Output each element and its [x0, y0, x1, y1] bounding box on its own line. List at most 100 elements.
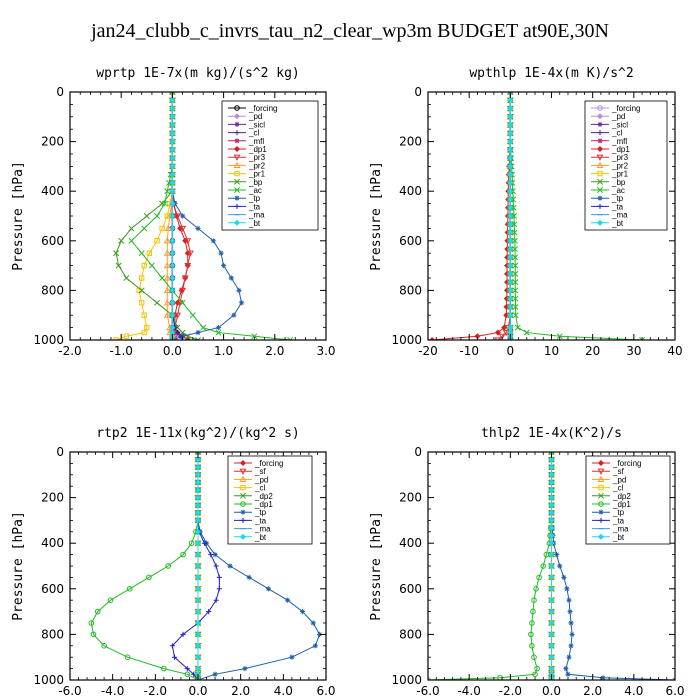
data-point — [507, 105, 514, 112]
data-point — [514, 324, 521, 331]
data-point — [565, 671, 571, 677]
legend-marker — [234, 130, 240, 136]
data-point — [507, 262, 514, 269]
data-point — [507, 237, 514, 244]
x-tick-label: 2.0 — [583, 684, 602, 698]
data-point — [184, 336, 191, 340]
data-point — [174, 213, 181, 220]
data-point — [548, 619, 555, 627]
legend-marker — [597, 138, 603, 144]
legend-marker — [234, 170, 240, 177]
data-point — [429, 336, 436, 340]
data-point — [287, 337, 294, 340]
y-tick-label: 600 — [41, 234, 64, 248]
legend-label: _forcing — [612, 459, 641, 468]
legend-box — [227, 455, 313, 545]
legend: _forcing_sf_pd_cl_dp2_dp1_tp_ta_ma_bt — [227, 455, 313, 545]
data-point — [138, 250, 145, 257]
data-point — [194, 642, 202, 649]
data-point — [529, 643, 535, 649]
legend-label: _cl — [612, 484, 623, 493]
y-axis-label: Pressure [hPa] — [369, 161, 384, 271]
data-point — [317, 631, 323, 637]
data-point — [201, 540, 207, 546]
data-point — [195, 225, 201, 231]
legend-label: _sf — [254, 467, 266, 476]
data-point — [564, 586, 570, 592]
data-point — [507, 113, 514, 120]
legend-label: _pr1 — [248, 170, 266, 179]
data-point — [227, 563, 233, 569]
data-point — [548, 456, 555, 463]
data-point — [169, 163, 176, 170]
series-line-dp1 — [432, 92, 511, 340]
data-point — [146, 574, 152, 581]
x-tick-label: 0.0 — [188, 684, 207, 698]
data-point — [169, 274, 176, 282]
data-point — [163, 237, 171, 244]
data-point — [148, 262, 155, 269]
data-point — [169, 225, 176, 232]
data-point — [511, 237, 518, 244]
data-point — [238, 300, 245, 306]
data-point — [507, 97, 514, 104]
data-point — [216, 586, 222, 592]
data-point — [141, 262, 147, 269]
legend-label: _pr1 — [611, 170, 629, 179]
data-point — [215, 325, 222, 331]
data-point — [169, 122, 176, 129]
x-tick-label: -20 — [418, 344, 438, 358]
data-point — [540, 563, 547, 569]
legend-marker — [597, 105, 603, 111]
data-point — [563, 666, 569, 672]
data-point — [507, 295, 514, 302]
legend-marker — [597, 130, 603, 136]
x-tick-label: 0 — [507, 344, 515, 358]
data-point — [164, 188, 171, 195]
legend-marker — [597, 195, 603, 201]
y-tick-label: 200 — [41, 135, 64, 149]
data-point — [507, 155, 514, 162]
data-point — [567, 609, 573, 615]
data-point — [194, 509, 202, 516]
x-tick-label: -6.0 — [416, 684, 439, 698]
data-point — [507, 171, 514, 178]
data-point — [512, 270, 519, 277]
data-point — [194, 517, 202, 524]
figure-title: jan24_clubb_c_invrs_tau_n2_clear_wp3m BU… — [91, 20, 609, 42]
data-point — [265, 586, 271, 592]
x-tick-label: 4.0 — [624, 684, 643, 698]
data-point — [536, 574, 542, 581]
legend-label: _ma — [611, 211, 628, 220]
x-tick-label: 0.0 — [542, 684, 561, 698]
y-tick-label: 0 — [56, 85, 64, 99]
x-tick-label: 20 — [585, 344, 600, 358]
data-point — [154, 299, 160, 306]
y-tick-label: 1000 — [391, 333, 422, 347]
data-point — [115, 262, 122, 269]
legend-marker — [596, 145, 604, 153]
series-group — [88, 452, 323, 680]
data-point — [184, 666, 190, 672]
legend-marker — [233, 219, 241, 226]
y-tick-label: 0 — [414, 85, 422, 99]
data-point — [169, 113, 176, 120]
legend-marker — [239, 459, 247, 467]
data-point — [163, 274, 171, 281]
data-point — [512, 254, 519, 261]
legend-label: _ac — [248, 186, 262, 195]
legend-marker — [234, 187, 240, 193]
y-tick-label: 200 — [399, 135, 422, 149]
x-tick-label: 6.0 — [316, 684, 335, 698]
legend-marker — [233, 154, 241, 161]
y-axis-label: Pressure [hPa] — [369, 511, 384, 621]
data-point — [231, 312, 237, 318]
data-point — [532, 671, 538, 678]
y-tick-label: 1000 — [33, 333, 64, 347]
legend-label: _sicl — [611, 120, 628, 129]
legend-marker — [598, 492, 604, 499]
data-point — [194, 654, 202, 661]
data-point — [194, 486, 202, 494]
data-point — [529, 620, 535, 626]
